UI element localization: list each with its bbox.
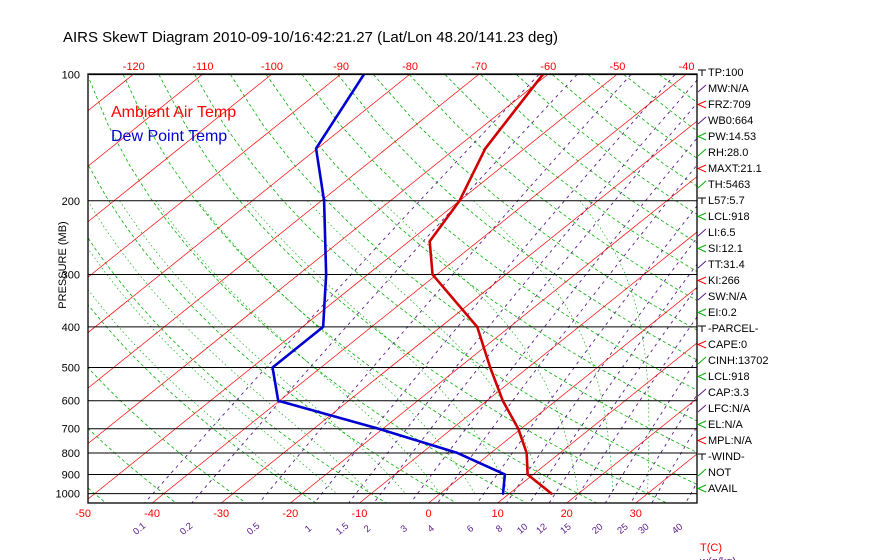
svg-text:200: 200 xyxy=(62,196,80,208)
svg-text:-30: -30 xyxy=(213,508,229,520)
svg-text:0: 0 xyxy=(425,508,431,520)
svg-text:600: 600 xyxy=(62,396,80,408)
svg-text:LCL:918: LCL:918 xyxy=(708,371,750,383)
svg-text:AVAIL: AVAIL xyxy=(708,483,738,495)
svg-text:CAPE:0: CAPE:0 xyxy=(708,339,747,351)
svg-text:-40: -40 xyxy=(144,508,160,520)
svg-text:-70: -70 xyxy=(471,61,487,73)
svg-text:WB0:664: WB0:664 xyxy=(708,115,753,127)
svg-text:SI:12.1: SI:12.1 xyxy=(708,243,743,255)
svg-text:-40: -40 xyxy=(679,61,695,73)
svg-text:20: 20 xyxy=(561,508,573,520)
svg-text:SW:N/A: SW:N/A xyxy=(708,291,748,303)
svg-text:-60: -60 xyxy=(540,61,556,73)
svg-text:-90: -90 xyxy=(333,61,349,73)
svg-text:10: 10 xyxy=(491,508,503,520)
svg-text:w(g/kg): w(g/kg) xyxy=(699,556,736,560)
svg-text:MAXT:21.1: MAXT:21.1 xyxy=(708,163,762,175)
svg-text:700: 700 xyxy=(62,424,80,436)
svg-text:1000: 1000 xyxy=(56,489,80,501)
svg-text:KI:266: KI:266 xyxy=(708,275,740,287)
svg-text:EL:N/A: EL:N/A xyxy=(708,419,744,431)
svg-text:Ambient Air Temp: Ambient Air Temp xyxy=(111,104,236,121)
svg-text:TP:100: TP:100 xyxy=(708,67,743,79)
svg-text:LCL:918: LCL:918 xyxy=(708,211,750,223)
svg-text:800: 800 xyxy=(62,448,80,460)
svg-text:900: 900 xyxy=(62,470,80,482)
svg-text:-20: -20 xyxy=(282,508,298,520)
svg-text:LI:6.5: LI:6.5 xyxy=(708,227,736,239)
svg-text:30: 30 xyxy=(630,508,642,520)
svg-text:500: 500 xyxy=(62,363,80,375)
svg-text:MPL:N/A: MPL:N/A xyxy=(708,435,753,447)
svg-text:LFC:N/A: LFC:N/A xyxy=(708,403,751,415)
svg-text:RH:28.0: RH:28.0 xyxy=(708,147,748,159)
svg-text:-80: -80 xyxy=(402,61,418,73)
svg-text:Dew Point Temp: Dew Point Temp xyxy=(111,128,227,145)
svg-text:EI:0.2: EI:0.2 xyxy=(708,307,737,319)
svg-text:CAP:3.3: CAP:3.3 xyxy=(708,387,749,399)
svg-text:-10: -10 xyxy=(351,508,367,520)
svg-text:-50: -50 xyxy=(75,508,91,520)
svg-text:100: 100 xyxy=(62,70,80,82)
svg-text:400: 400 xyxy=(62,322,80,334)
svg-text:CINH:13702: CINH:13702 xyxy=(708,355,769,367)
svg-text:-100: -100 xyxy=(261,61,283,73)
svg-text:TT:31.4: TT:31.4 xyxy=(708,259,745,271)
svg-text:FRZ:709: FRZ:709 xyxy=(708,99,751,111)
svg-text:-110: -110 xyxy=(192,61,213,73)
svg-text:TH:5463: TH:5463 xyxy=(708,179,750,191)
svg-text:-WIND-: -WIND- xyxy=(708,451,745,463)
svg-text:NOT: NOT xyxy=(708,467,732,479)
svg-text:MW:N/A: MW:N/A xyxy=(708,83,749,95)
svg-text:-50: -50 xyxy=(609,61,625,73)
svg-text:-120: -120 xyxy=(123,61,145,73)
svg-text:L57:5.7: L57:5.7 xyxy=(708,195,745,207)
svg-text:PRESSURE (MB): PRESSURE (MB) xyxy=(57,221,69,308)
svg-text:-PARCEL-: -PARCEL- xyxy=(708,323,759,335)
svg-text:T(C): T(C) xyxy=(700,542,722,554)
svg-text:PW:14.53: PW:14.53 xyxy=(708,131,756,143)
svg-text:AIRS SkewT Diagram 2010-09-10/: AIRS SkewT Diagram 2010-09-10/16:42:21.2… xyxy=(63,29,558,46)
